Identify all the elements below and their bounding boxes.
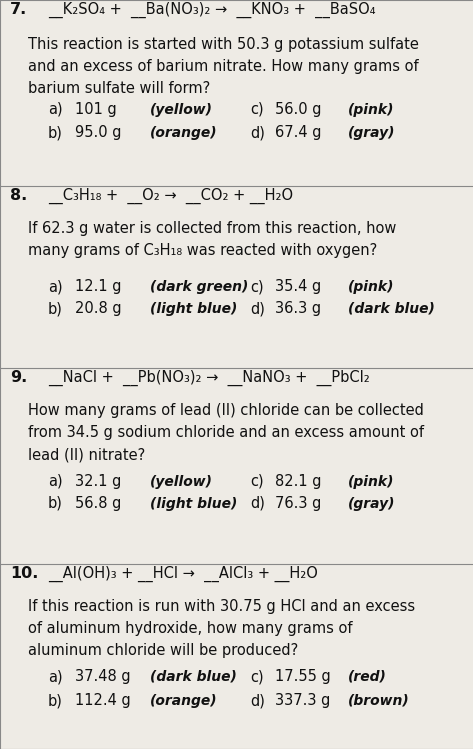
Text: 36.3 g: 36.3 g xyxy=(275,301,321,316)
Text: b): b) xyxy=(48,301,63,316)
Text: b): b) xyxy=(48,125,63,140)
Text: b): b) xyxy=(48,496,63,511)
Text: (gray): (gray) xyxy=(348,126,395,140)
Text: (yellow): (yellow) xyxy=(150,475,213,489)
Text: (orange): (orange) xyxy=(150,694,218,708)
Text: (gray): (gray) xyxy=(348,497,395,511)
Text: (pink): (pink) xyxy=(348,280,394,294)
Text: 17.55 g: 17.55 g xyxy=(275,669,331,684)
Text: (dark green): (dark green) xyxy=(150,280,248,294)
Text: 12.1 g: 12.1 g xyxy=(75,279,122,294)
Text: __K₂SO₄ +  __Ba(NO₃)₂ →  __KNO₃ +  __BaSO₄: __K₂SO₄ + __Ba(NO₃)₂ → __KNO₃ + __BaSO₄ xyxy=(48,2,376,18)
Text: (red): (red) xyxy=(348,670,387,684)
Text: __NaCl +  __Pb(NO₃)₂ →  __NaNO₃ +  __PbCl₂: __NaCl + __Pb(NO₃)₂ → __NaNO₃ + __PbCl₂ xyxy=(48,370,370,386)
Text: 67.4 g: 67.4 g xyxy=(275,125,322,140)
Text: d): d) xyxy=(250,125,265,140)
Text: 76.3 g: 76.3 g xyxy=(275,496,321,511)
Text: b): b) xyxy=(48,693,63,708)
Text: How many grams of lead (II) chloride can be collected: How many grams of lead (II) chloride can… xyxy=(28,403,424,418)
Text: (light blue): (light blue) xyxy=(150,302,237,316)
Text: lead (II) nitrate?: lead (II) nitrate? xyxy=(28,447,145,462)
Text: __Al(OH)₃ + __HCl →  __AlCl₃ + __H₂O: __Al(OH)₃ + __HCl → __AlCl₃ + __H₂O xyxy=(48,566,318,582)
Text: (pink): (pink) xyxy=(348,475,394,489)
Text: 7.: 7. xyxy=(10,2,27,17)
Text: (dark blue): (dark blue) xyxy=(150,670,237,684)
Text: c): c) xyxy=(250,279,263,294)
Text: a): a) xyxy=(48,279,62,294)
Text: If this reaction is run with 30.75 g HCl and an excess: If this reaction is run with 30.75 g HCl… xyxy=(28,599,415,614)
Text: (pink): (pink) xyxy=(348,103,394,117)
Text: c): c) xyxy=(250,669,263,684)
Text: from 34.5 g sodium chloride and an excess amount of: from 34.5 g sodium chloride and an exces… xyxy=(28,425,424,440)
Text: 37.48 g: 37.48 g xyxy=(75,669,131,684)
Text: 101 g: 101 g xyxy=(75,102,117,117)
Text: 95.0 g: 95.0 g xyxy=(75,125,122,140)
Text: and an excess of barium nitrate. How many grams of: and an excess of barium nitrate. How man… xyxy=(28,59,419,74)
Text: (orange): (orange) xyxy=(150,126,218,140)
Text: (light blue): (light blue) xyxy=(150,497,237,511)
Text: a): a) xyxy=(48,102,62,117)
Text: 112.4 g: 112.4 g xyxy=(75,693,131,708)
Text: __C₃H₁₈ +  __O₂ →  __CO₂ + __H₂O: __C₃H₁₈ + __O₂ → __CO₂ + __H₂O xyxy=(48,188,293,204)
Text: 20.8 g: 20.8 g xyxy=(75,301,122,316)
Text: 82.1 g: 82.1 g xyxy=(275,474,322,489)
Text: (brown): (brown) xyxy=(348,694,410,708)
Text: 35.4 g: 35.4 g xyxy=(275,279,321,294)
Text: 9.: 9. xyxy=(10,370,27,385)
Text: 56.8 g: 56.8 g xyxy=(75,496,122,511)
Text: c): c) xyxy=(250,474,263,489)
Text: 56.0 g: 56.0 g xyxy=(275,102,322,117)
Text: (yellow): (yellow) xyxy=(150,103,213,117)
Text: 10.: 10. xyxy=(10,566,38,581)
Text: d): d) xyxy=(250,693,265,708)
Text: barium sulfate will form?: barium sulfate will form? xyxy=(28,81,210,96)
Text: of aluminum hydroxide, how many grams of: of aluminum hydroxide, how many grams of xyxy=(28,621,352,636)
Text: 8.: 8. xyxy=(10,188,27,203)
Text: aluminum chloride will be produced?: aluminum chloride will be produced? xyxy=(28,643,298,658)
Text: c): c) xyxy=(250,102,263,117)
Text: 32.1 g: 32.1 g xyxy=(75,474,122,489)
Text: a): a) xyxy=(48,474,62,489)
Text: many grams of C₃H₁₈ was reacted with oxygen?: many grams of C₃H₁₈ was reacted with oxy… xyxy=(28,243,377,258)
Text: 337.3 g: 337.3 g xyxy=(275,693,330,708)
Text: If 62.3 g water is collected from this reaction, how: If 62.3 g water is collected from this r… xyxy=(28,221,396,236)
Text: d): d) xyxy=(250,301,265,316)
Text: a): a) xyxy=(48,669,62,684)
Text: This reaction is started with 50.3 g potassium sulfate: This reaction is started with 50.3 g pot… xyxy=(28,37,419,52)
Text: (dark blue): (dark blue) xyxy=(348,302,435,316)
Text: d): d) xyxy=(250,496,265,511)
